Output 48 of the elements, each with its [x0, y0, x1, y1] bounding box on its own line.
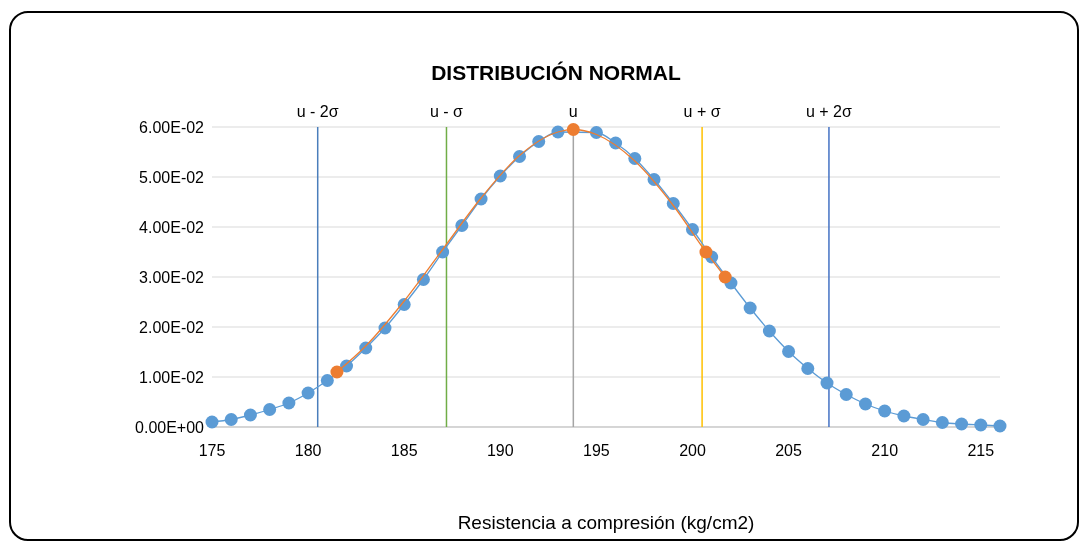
point: [699, 245, 713, 259]
point: [743, 301, 757, 315]
point: [974, 418, 988, 432]
point: [718, 270, 732, 284]
chart-title: DISTRIBUCIÓN NORMAL: [431, 61, 681, 84]
point: [330, 365, 344, 379]
y-tick-label: 6.00E-02: [139, 119, 205, 136]
point: [566, 123, 580, 136]
x-tick-label: 195: [583, 442, 610, 459]
x-tick-label: 205: [775, 442, 803, 459]
point: [897, 409, 911, 423]
point: [878, 404, 892, 418]
point: [935, 416, 949, 429]
x-tick-label: 175: [198, 442, 226, 459]
point: [320, 374, 334, 387]
ref-line-label: u - σ: [429, 103, 464, 120]
x-tick-label: 215: [967, 442, 995, 459]
point: [243, 408, 257, 422]
point: [282, 396, 296, 410]
ref-line-label: u: [568, 103, 578, 120]
x-tick-label: 185: [390, 442, 418, 459]
ref-line-label: u + 2σ: [805, 103, 853, 120]
y-tick-label: 5.00E-02: [139, 169, 205, 186]
ref-line-label: u - 2σ: [296, 103, 339, 120]
point: [224, 413, 238, 426]
x-axis-title: Resistencia a compresión (kg/cm2): [457, 512, 755, 533]
y-tick-label: 1.00E-02: [139, 369, 205, 386]
point: [301, 386, 315, 400]
point: [858, 397, 872, 411]
point: [820, 376, 834, 390]
point: [762, 324, 776, 338]
y-tick-label: 4.00E-02: [139, 219, 205, 236]
point: [801, 362, 815, 375]
point: [263, 403, 277, 416]
point: [205, 415, 219, 429]
point: [993, 419, 1007, 433]
y-tick-label: 3.00E-02: [139, 269, 205, 286]
x-tick-label: 210: [871, 442, 899, 459]
y-tick-label: 0.00E+00: [135, 419, 205, 436]
x-tick-label: 200: [679, 442, 706, 459]
y-tick-label: 2.00E-02: [139, 319, 205, 336]
point: [916, 413, 930, 426]
ref-line-label: u + σ: [683, 103, 721, 120]
point: [782, 345, 796, 358]
point: [955, 417, 969, 431]
x-tick-label: 180: [294, 442, 322, 459]
point: [839, 388, 853, 401]
x-tick-label: 190: [486, 442, 514, 459]
